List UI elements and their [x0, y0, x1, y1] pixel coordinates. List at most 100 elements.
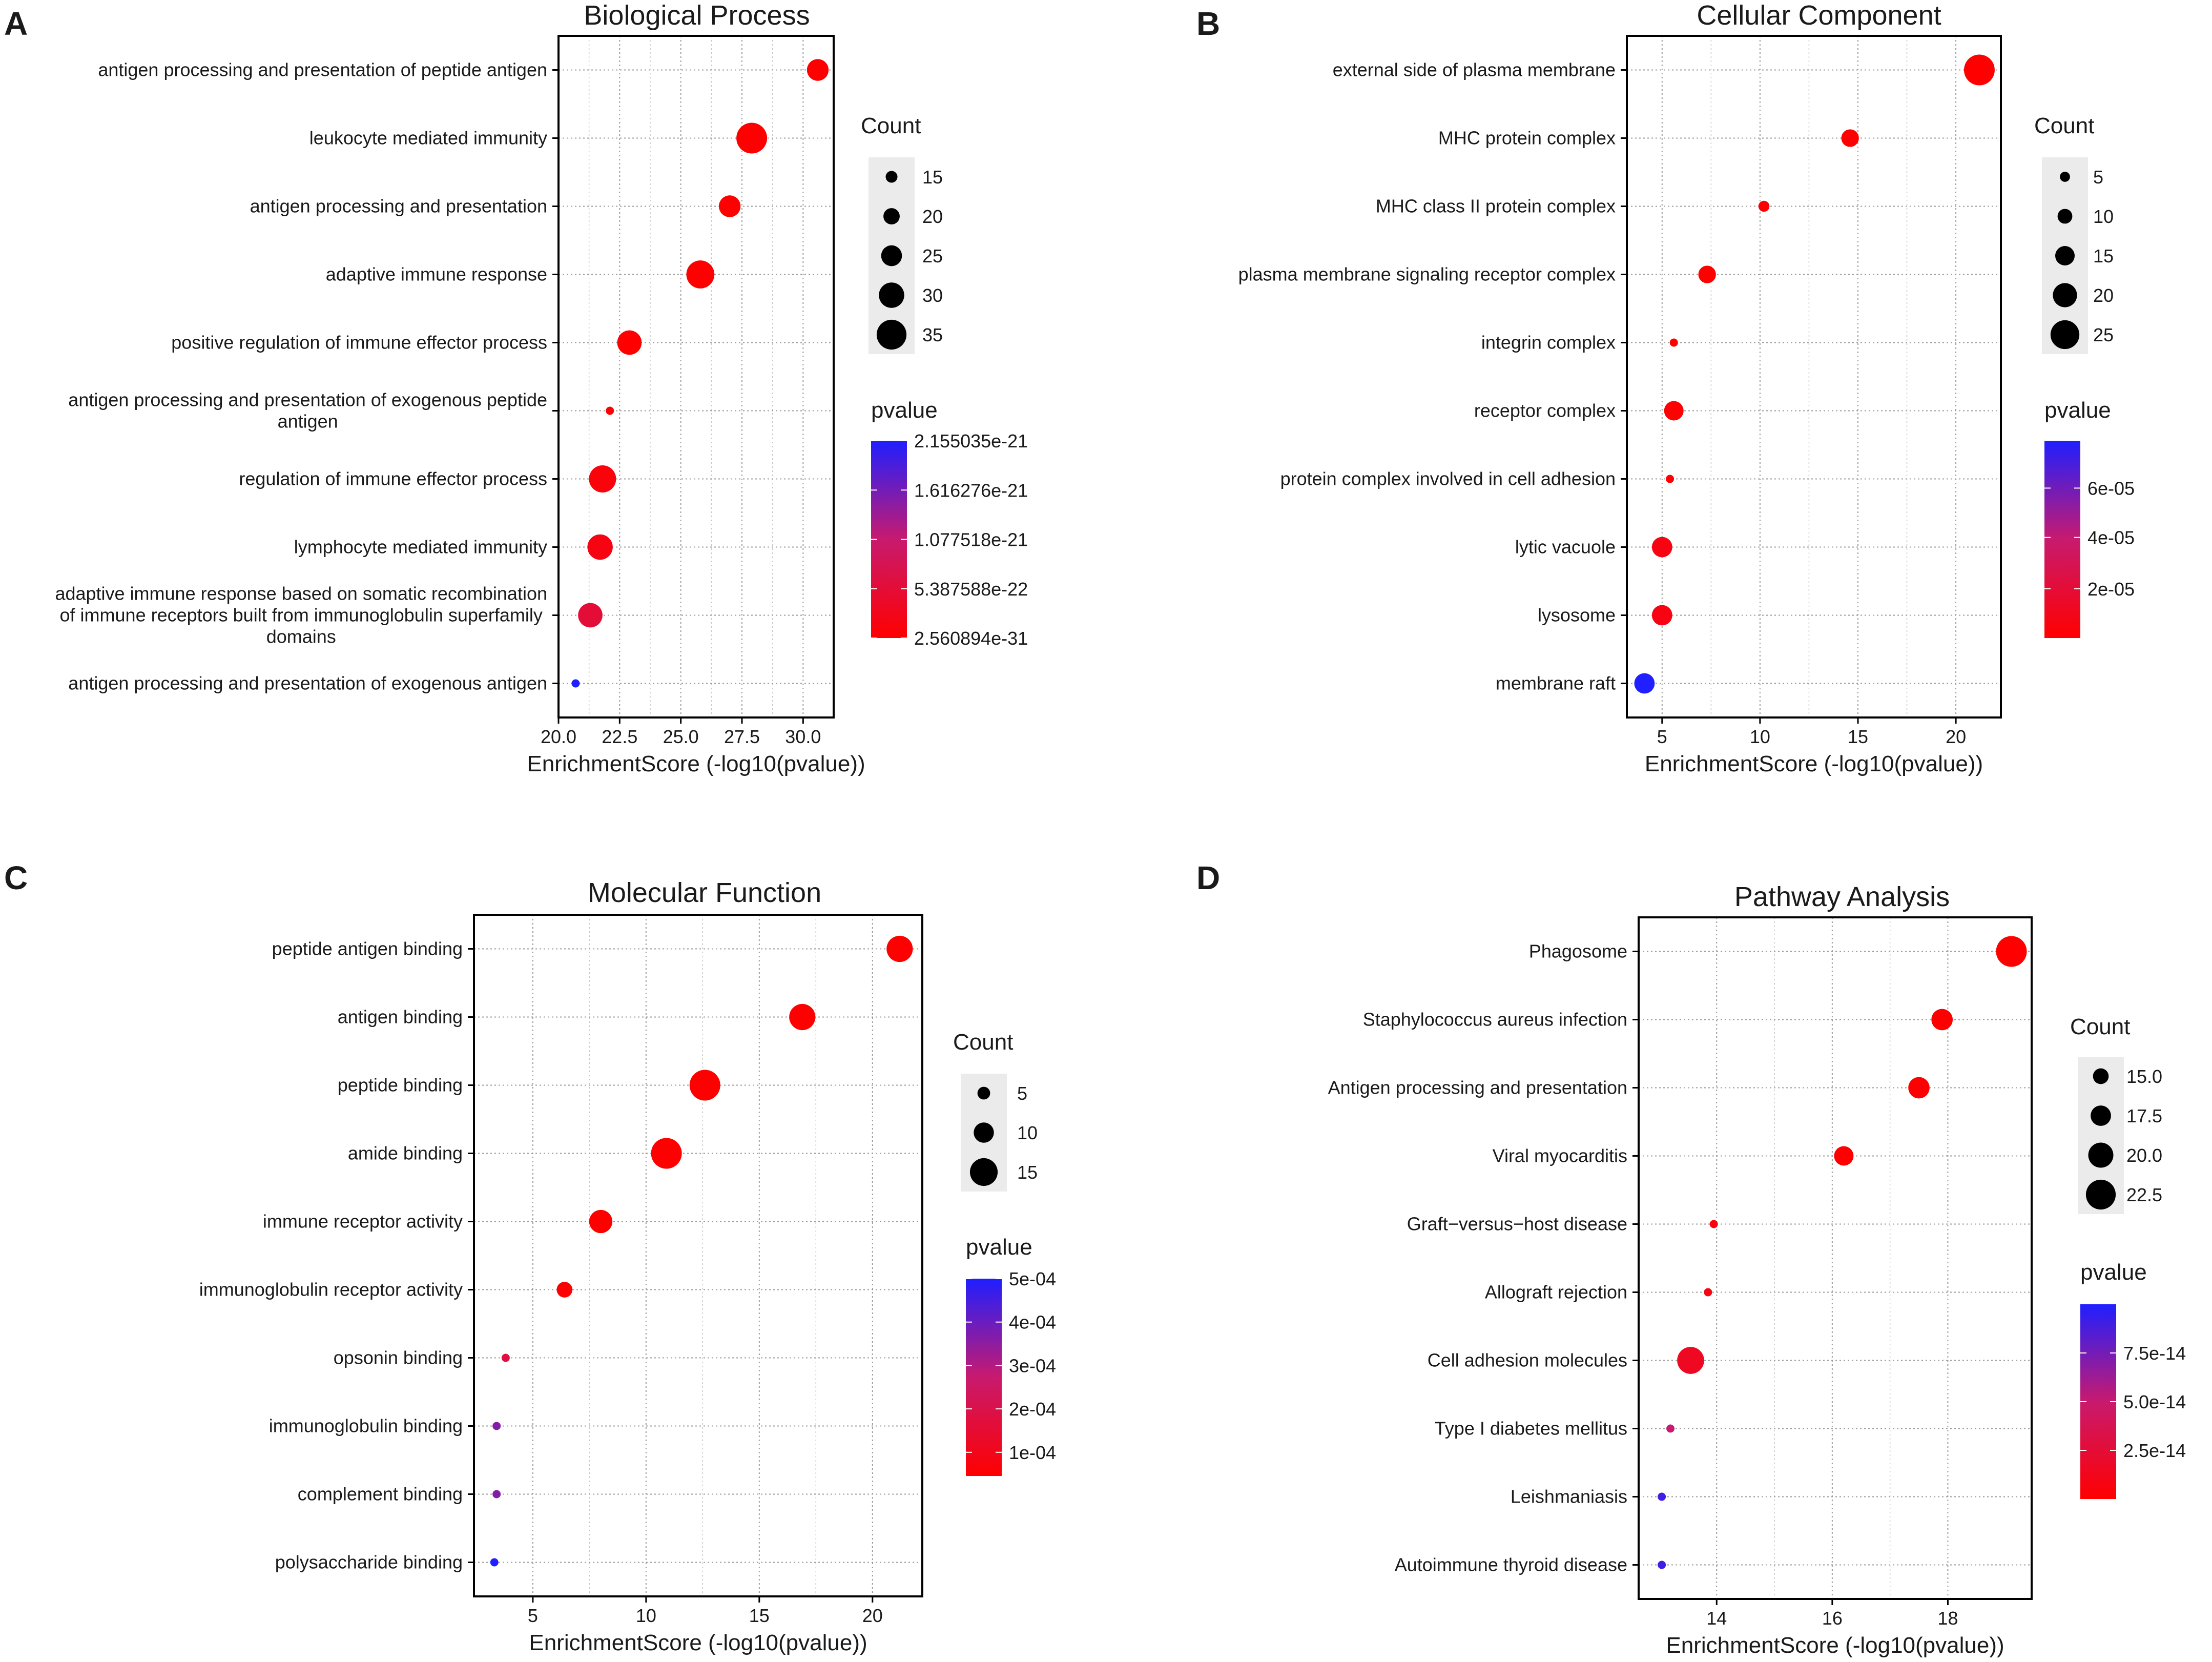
data-point: [587, 534, 613, 560]
x-tick-label: 10: [636, 1605, 656, 1626]
color-legend-label: 1.616276e-21: [914, 480, 1028, 501]
category-label: antigen processing and presentation of e…: [68, 673, 547, 694]
category-label: lytic vacuole: [1515, 537, 1616, 558]
size-legend-dot: [2091, 1105, 2111, 1126]
category-label: plasma membrane signaling receptor compl…: [1238, 264, 1616, 285]
x-tick-label: 15: [749, 1605, 770, 1626]
data-point: [492, 1490, 501, 1499]
x-tick-label: 5: [1657, 726, 1667, 747]
color-legend-label: 6e-05: [2087, 478, 2135, 499]
plot-title: Cellular Component: [1697, 0, 1941, 31]
data-point: [578, 603, 603, 628]
size-legend-dot: [2057, 209, 2073, 224]
panel-b: B Cellular Component external side of plas…: [1196, 0, 2135, 776]
color-legend-label: 7.5e-14: [2123, 1343, 2186, 1364]
data-point: [1664, 401, 1684, 421]
x-tick-label: 20.0: [541, 726, 576, 747]
x-tick-label: 14: [1706, 1608, 1727, 1629]
size-legend-title: Count: [2034, 113, 2094, 138]
x-tick-label: 22.5: [602, 726, 637, 747]
size-legend-label: 10: [1017, 1122, 1038, 1143]
size-legend-dot: [977, 1086, 990, 1100]
data-point: [1669, 338, 1678, 347]
category-label: Type I diabetes mellitus: [1435, 1418, 1627, 1439]
data-point: [571, 679, 580, 688]
category-label: Staphylococcus aureus infection: [1363, 1009, 1627, 1030]
x-tick-label: 5: [528, 1605, 538, 1626]
size-legend-label: 35: [922, 324, 943, 345]
data-point: [1963, 54, 1995, 86]
color-legend-label: 5.0e-14: [2123, 1391, 2186, 1412]
category-label: membrane raft: [1496, 673, 1616, 694]
category-label: peptide antigen binding: [272, 938, 463, 959]
color-legend-label: 1.077518e-21: [914, 529, 1028, 550]
panel-a: A Biological Process antigen processing an…: [4, 0, 1028, 776]
data-point: [686, 260, 715, 289]
x-axis-title: EnrichmentScore (-log10(pvalue)): [1645, 751, 1983, 776]
data-point: [556, 1282, 573, 1298]
category-label: immune receptor activity: [263, 1211, 463, 1232]
panel-c: C Molecular Function peptide antigen bindi…: [4, 859, 1056, 1655]
category-label: of immune receptors built from immunoglo…: [60, 605, 543, 626]
size-legend-dot: [2053, 283, 2077, 307]
category-label: polysaccharide binding: [275, 1552, 463, 1573]
data-point: [718, 195, 741, 217]
category-label: Antigen processing and presentation: [1328, 1077, 1627, 1098]
x-axis-title: EnrichmentScore (-log10(pvalue)): [1666, 1633, 2004, 1658]
data-point: [589, 1209, 613, 1234]
data-point: [617, 330, 642, 355]
size-legend-label: 5: [2093, 167, 2103, 188]
category-label: antigen processing and presentation of p…: [98, 59, 547, 80]
color-legend-bar: [966, 1279, 1002, 1476]
color-legend-bar: [2044, 441, 2080, 638]
size-legend-label: 5: [1017, 1083, 1027, 1104]
category-label: receptor complex: [1474, 400, 1616, 421]
data-point: [1651, 605, 1672, 626]
data-point: [501, 1353, 510, 1362]
data-point: [1908, 1077, 1930, 1099]
category-label: Leishmaniasis: [1511, 1486, 1627, 1507]
data-point: [689, 1070, 720, 1101]
data-point: [490, 1558, 499, 1567]
category-label: peptide binding: [338, 1075, 463, 1096]
data-point: [492, 1422, 501, 1430]
panel-letter: B: [1196, 5, 1220, 42]
x-tick-label: 20: [862, 1605, 883, 1626]
category-label: adaptive immune response based on somati…: [55, 583, 547, 604]
color-legend-title: pvalue: [2080, 1260, 2147, 1285]
category-label: domains: [266, 626, 336, 647]
category-label: antigen processing and presentation of e…: [68, 389, 547, 411]
color-legend-label: 5.387588e-22: [914, 579, 1028, 600]
category-label: leukocyte mediated immunity: [309, 128, 547, 149]
data-point: [651, 1138, 682, 1169]
x-tick-label: 10: [1750, 726, 1770, 747]
category-label: external side of plasma membrane: [1333, 59, 1616, 80]
data-point: [1931, 1009, 1953, 1031]
data-point: [1651, 537, 1672, 558]
color-legend-label: 2.560894e-31: [914, 628, 1028, 649]
size-legend-label: 15: [922, 167, 943, 188]
size-legend-label: 20.0: [2126, 1145, 2162, 1166]
category-label: Autoimmune thyroid disease: [1395, 1554, 1627, 1575]
data-point: [886, 935, 913, 962]
category-label: Cell adhesion molecules: [1428, 1350, 1627, 1371]
category-label: Allograft rejection: [1485, 1282, 1627, 1303]
size-legend-title: Count: [2070, 1014, 2130, 1039]
data-point: [1658, 1492, 1666, 1501]
data-point: [1634, 673, 1655, 694]
size-legend-label: 15.0: [2126, 1066, 2162, 1087]
plot-frame: [473, 914, 923, 1597]
category-label: complement binding: [298, 1484, 463, 1505]
category-label: MHC class II protein complex: [1376, 196, 1616, 217]
data-point: [736, 122, 768, 154]
panel-letter: A: [4, 5, 28, 42]
category-label: amide binding: [348, 1143, 463, 1164]
x-tick-label: 20: [1946, 726, 1966, 747]
category-label: lymphocyte mediated immunity: [294, 537, 547, 558]
size-legend-title: Count: [861, 113, 921, 138]
data-point: [1841, 129, 1859, 147]
data-point: [1677, 1347, 1704, 1374]
x-axis-title: EnrichmentScore (-log10(pvalue)): [529, 1630, 867, 1655]
size-legend-dot: [881, 245, 902, 266]
